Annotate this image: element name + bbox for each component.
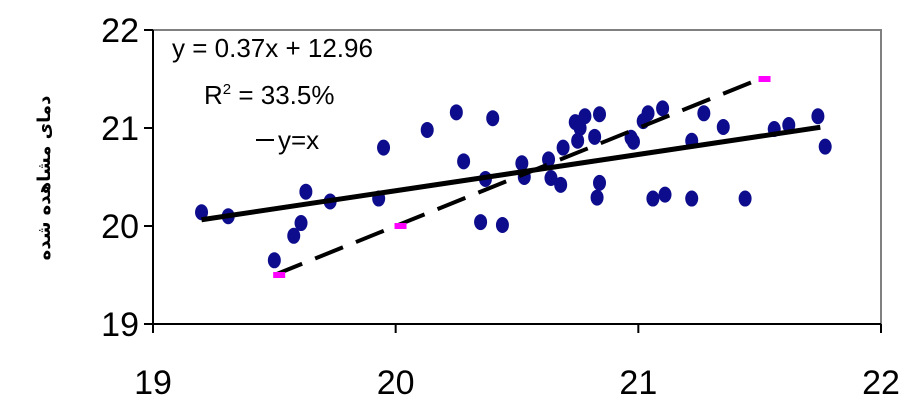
data-point [658,186,672,203]
data-point [626,133,640,150]
regression-line [201,124,821,223]
x-tick-label: 20 [377,364,415,402]
identity-marker [394,223,407,229]
data-point [593,174,607,191]
data-point [571,132,585,149]
data-point [716,119,730,136]
y-ticks: 19 20 21 22 [101,12,153,344]
regression-equation: y = 0.37x + 12.96 [172,33,373,63]
data-point [588,128,602,145]
data-point [287,227,301,244]
data-point [542,151,556,168]
data-point [656,100,670,117]
data-point [267,252,281,269]
identity-legend-label: y=x [278,125,319,155]
data-point [457,153,471,170]
x-tick-label: 19 [134,364,172,402]
identity-line [273,77,761,277]
data-point [377,139,391,156]
data-point [449,104,463,121]
data-point [697,105,711,122]
data-point [590,189,604,206]
data-point [515,155,529,172]
data-point [818,138,832,155]
data-point [495,217,509,234]
data-point [420,121,434,138]
x-ticks: 19 20 21 22 [134,324,900,402]
data-point [578,108,592,125]
x-tick-label: 21 [619,364,657,402]
data-point [641,105,655,122]
data-point [554,176,568,193]
identity-marker [758,76,771,82]
data-point [593,106,607,123]
data-point [299,183,313,200]
y-tick-label: 21 [101,110,139,148]
r-squared-label: R2 = 33.5% [204,80,334,110]
data-point [486,110,500,127]
data-point [646,190,660,207]
data-point [573,120,587,136]
data-point [474,214,488,231]
y-axis-title: دمای مشاهده شده [34,96,55,261]
data-point [738,190,752,207]
plot-area-frame [152,29,882,325]
y-tick-label: 20 [101,208,139,246]
identity-markers [273,76,771,278]
data-point [556,139,570,156]
y-tick-label: 22 [101,12,139,50]
identity-marker [273,272,286,278]
data-point [195,204,209,221]
x-tick-label: 22 [862,364,900,402]
data-point [294,215,308,232]
data-point [685,190,699,207]
data-point [544,169,558,186]
y-tick-label: 19 [101,306,139,344]
data-point [811,108,825,125]
